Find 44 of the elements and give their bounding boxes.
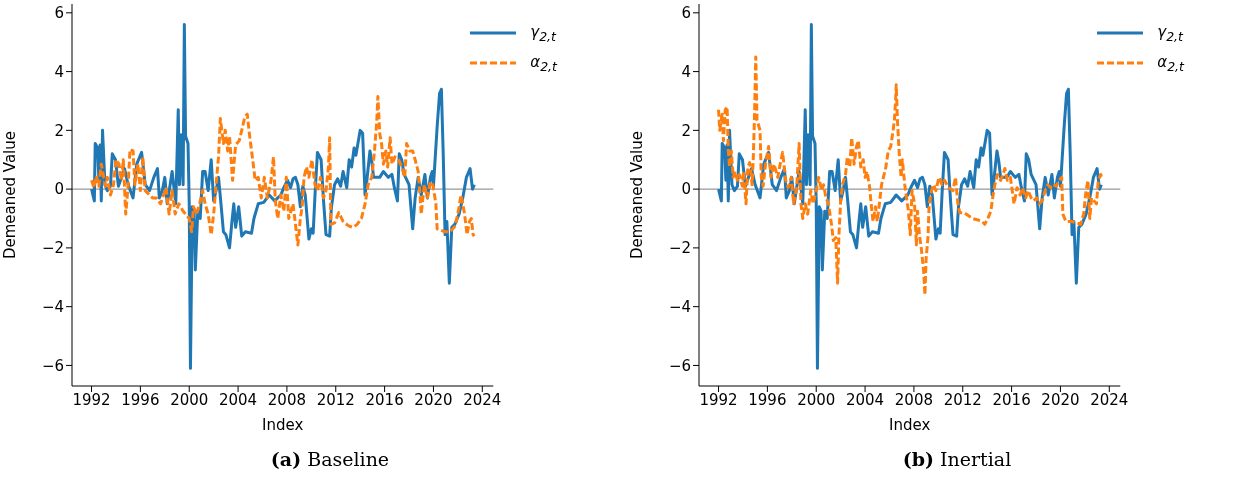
x-tick-label: 2008: [267, 390, 307, 409]
y-tick-label: −2: [41, 239, 64, 258]
legend-label: γ$_{2,t}$: [530, 22, 556, 44]
x-axis-title: Index: [888, 416, 931, 434]
text: (b) Inertial: [901, 448, 1013, 470]
x-tick-label: 2004: [218, 390, 258, 409]
x-tick-label: 2016: [365, 390, 404, 409]
y-tick-label: −4: [668, 297, 691, 316]
y-tick-label: −6: [41, 356, 64, 375]
y-tick-label: 0: [681, 180, 691, 199]
y-tick-label: 4: [681, 62, 691, 81]
y-tick-label: 6: [54, 4, 64, 23]
x-tick-label: 2008: [894, 390, 934, 409]
legend-label: α$_{2,t}$: [530, 52, 557, 74]
x-tick-label: 1992: [72, 390, 111, 409]
y-tick-label: 4: [54, 62, 64, 81]
x-tick-label: 2012: [316, 390, 355, 409]
y-axis-title: Demeaned Value: [1, 130, 20, 260]
y-tick-label: 6: [681, 4, 691, 23]
y-tick-label: 2: [681, 121, 691, 140]
x-tick-label: 2000: [797, 390, 836, 409]
x-tick-label: 1992: [699, 390, 738, 409]
y-axis-title: Demeaned Value: [628, 130, 647, 260]
x-tick-label: 1996: [121, 390, 160, 409]
x-tick-label: 1996: [748, 390, 787, 409]
line-series: [717, 55, 1104, 297]
y-tick-label: 2: [54, 121, 64, 140]
legend-label: γ$_{2,t}$: [1157, 22, 1183, 44]
y-tick-label: −4: [41, 297, 64, 316]
x-tick-label: 2004: [845, 390, 885, 409]
x-tick-label: 2020: [1041, 390, 1080, 409]
line-series: [90, 95, 476, 247]
x-tick-label: 2016: [992, 390, 1031, 409]
x-tick-label: 2012: [943, 390, 982, 409]
legend-label: α$_{2,t}$: [1157, 52, 1184, 74]
x-axis-title: Index: [261, 416, 304, 434]
x-tick-label: 2024: [1090, 390, 1129, 409]
x-tick-label: 2024: [463, 390, 502, 409]
x-tick-label: 2020: [414, 390, 453, 409]
x-tick-label: 2000: [170, 390, 209, 409]
y-tick-label: −6: [668, 356, 691, 375]
y-tick-label: 0: [54, 180, 64, 199]
text: (a) Baseline: [269, 448, 391, 470]
y-tick-label: −2: [668, 239, 691, 258]
